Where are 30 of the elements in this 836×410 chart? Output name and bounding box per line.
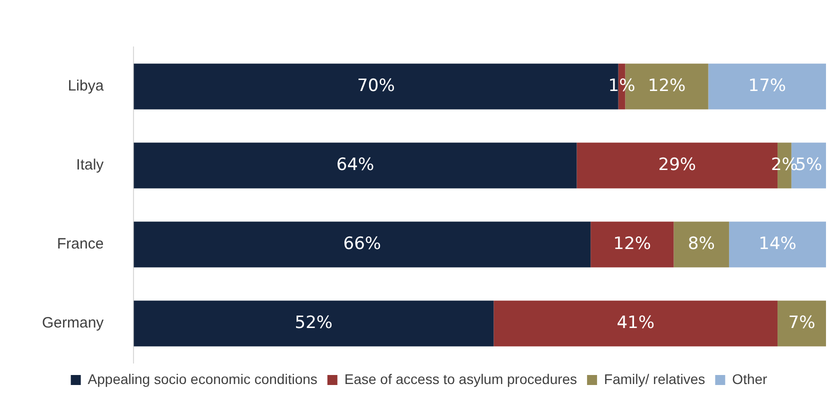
data-label: 66% <box>343 234 382 254</box>
y-tick-label: Germany <box>42 314 104 332</box>
data-label: 8% <box>688 234 715 254</box>
legend-label: Ease of access to asylum procedures <box>344 370 578 387</box>
data-label: 5% <box>795 154 822 175</box>
bar <box>134 222 591 268</box>
legend-label: Appealing socio economic conditions <box>88 370 318 387</box>
data-label: 64% <box>336 154 374 175</box>
data-label: 29% <box>658 154 696 175</box>
data-label: 7% <box>788 312 816 333</box>
bar <box>134 300 494 346</box>
bar <box>674 222 730 268</box>
data-label: 41% <box>616 312 655 333</box>
bar <box>494 300 778 346</box>
bar <box>134 142 577 188</box>
bar <box>729 222 826 268</box>
data-label: 12% <box>613 234 652 254</box>
data-label: 52% <box>294 312 333 333</box>
y-tick-label: France <box>56 236 104 253</box>
data-label: 17% <box>748 76 786 96</box>
legend-label: Family/ relatives <box>604 370 706 387</box>
bar <box>590 222 674 268</box>
data-label: 70% <box>357 76 395 96</box>
data-label: 14% <box>758 234 796 254</box>
bar <box>708 64 826 110</box>
y-tick-label: Italy <box>76 156 104 174</box>
bar <box>778 300 826 346</box>
data-label: 12% <box>648 76 686 96</box>
y-tick-label: Libya <box>68 78 104 95</box>
legend-label: Other <box>732 370 768 387</box>
